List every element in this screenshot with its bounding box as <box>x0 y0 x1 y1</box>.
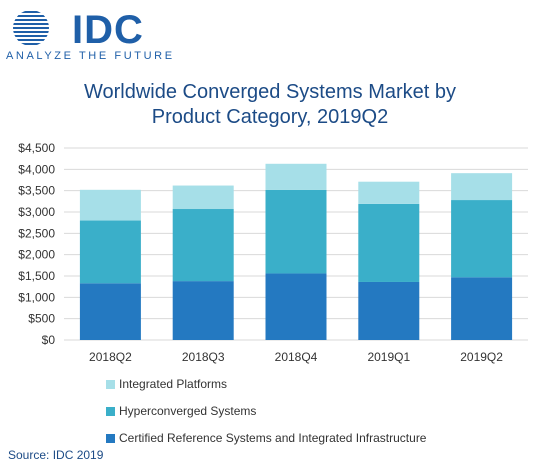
y-tick-label: $2,500 <box>18 226 55 240</box>
legend-swatch-integrated-platforms <box>106 380 115 389</box>
y-tick-label: $3,000 <box>18 205 55 219</box>
legend-swatch-hyperconverged-systems <box>106 407 115 416</box>
bar-integrated-platforms-2018q3 <box>172 185 234 210</box>
chart-title-line-1: Worldwide Converged Systems Market by <box>84 81 456 103</box>
idc-logo: IDC ANALYZE THE FUTURE <box>6 6 206 66</box>
legend-label-hyperconverged-systems: Hyperconverged Systems <box>119 404 257 418</box>
chart-title: Worldwide Converged Systems Market by Pr… <box>40 80 500 130</box>
bar-integrated-platforms-2019q1 <box>358 181 420 204</box>
bar-certified-reference-2019q2 <box>451 277 513 340</box>
legend-label-integrated-platforms: Integrated Platforms <box>119 377 228 391</box>
x-tick-label: 2019Q1 <box>367 350 410 364</box>
bar-hyperconverged-systems-2019q1 <box>358 203 420 282</box>
chart-title-line-2: Product Category, 2019Q2 <box>151 106 389 128</box>
bar-hyperconverged-systems-2019q2 <box>451 200 513 278</box>
y-tick-label: $2,000 <box>18 248 55 262</box>
y-tick-label: $0 <box>42 333 56 347</box>
bar-hyperconverged-systems-2018q2 <box>79 220 141 284</box>
bar-certified-reference-2019q1 <box>358 281 420 340</box>
x-tick-label: 2018Q4 <box>275 350 318 364</box>
x-axis-tick-labels: 2018Q2 2018Q3 2018Q4 2019Q1 2019Q2 <box>89 350 503 364</box>
bar-integrated-platforms-2019q2 <box>451 173 513 201</box>
bar-integrated-platforms-2018q4 <box>265 163 327 190</box>
bar-hyperconverged-systems-2018q4 <box>265 189 327 274</box>
bars <box>79 163 513 340</box>
bar-certified-reference-2018q3 <box>172 281 234 340</box>
bar-hyperconverged-systems-2018q3 <box>172 209 234 282</box>
y-axis-tick-labels: $0 $500 $1,000 $1,500 $2,000 $2,500 $3,000 $3,5… <box>18 141 55 347</box>
y-tick-label: $4,000 <box>18 162 55 176</box>
y-tick-label: $1,000 <box>18 290 55 304</box>
idc-globe-icon <box>13 11 49 45</box>
y-tick-label: $4,500 <box>18 141 55 155</box>
y-tick-label: $1,500 <box>18 269 55 283</box>
logo-tagline: ANALYZE THE FUTURE <box>6 50 175 62</box>
x-tick-label: 2019Q2 <box>460 350 503 364</box>
legend-swatch-certified-reference <box>106 434 115 443</box>
bar-integrated-platforms-2018q2 <box>79 189 141 221</box>
logo-wordmark: IDC <box>72 8 144 52</box>
x-tick-label: 2018Q3 <box>182 350 225 364</box>
bar-certified-reference-2018q2 <box>79 283 141 340</box>
y-tick-label: $3,500 <box>18 184 55 198</box>
x-tick-label: 2018Q2 <box>89 350 132 364</box>
y-tick-label: $500 <box>28 312 55 326</box>
bar-certified-reference-2018q4 <box>265 273 327 340</box>
legend-label-certified-reference: Certified Reference Systems and Integrat… <box>119 431 427 445</box>
source-note: Source: IDC 2019 <box>8 448 104 462</box>
